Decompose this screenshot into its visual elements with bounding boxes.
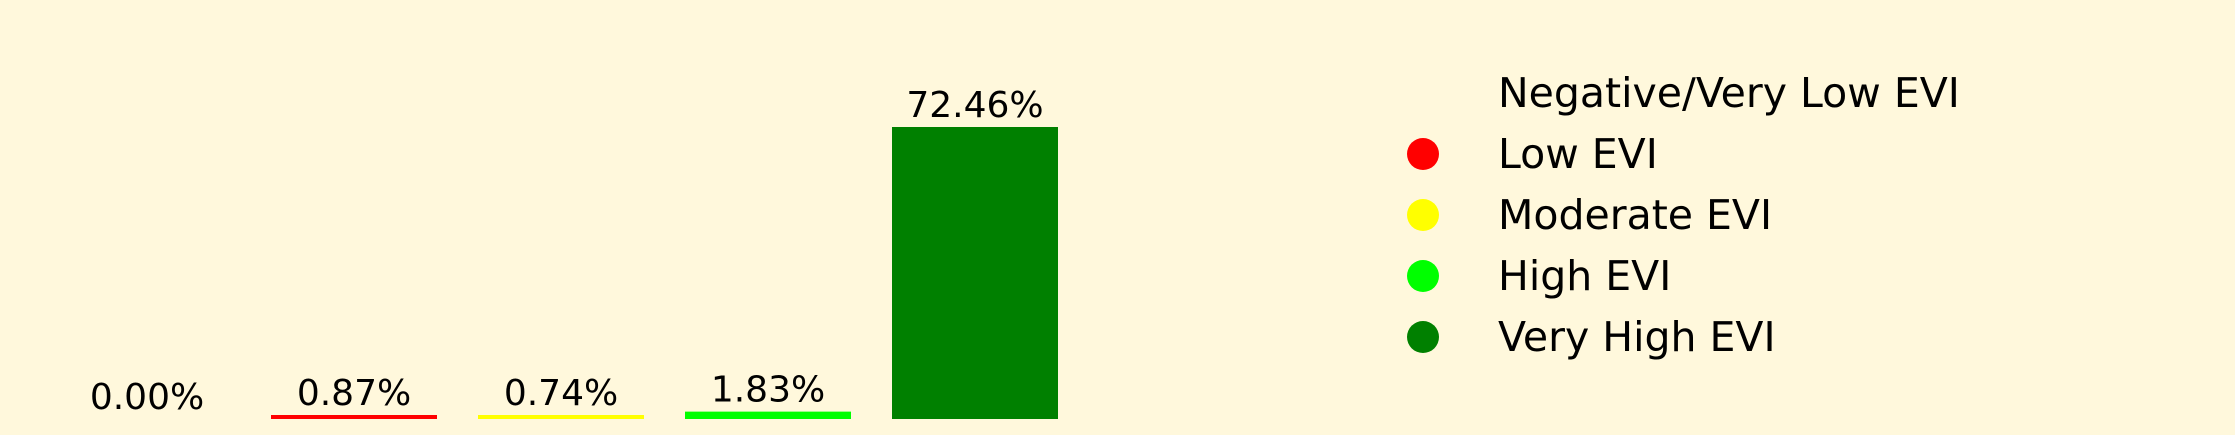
bar-value-label: 1.83% (711, 370, 825, 411)
legend-marker (1407, 77, 1439, 109)
bar-value-label: 0.00% (90, 377, 204, 418)
legend: Negative/Very Low EVI Low EVI Moderate EVI… (1407, 69, 1960, 361)
legend-label: Very High EVI (1498, 313, 1776, 361)
bar-high-evi (685, 411, 851, 419)
legend-marker (1407, 138, 1439, 170)
legend-label: Moderate EVI (1498, 191, 1772, 239)
bars-group (271, 127, 1058, 419)
bar-value-label: 72.46% (906, 85, 1043, 126)
bar-very-high-evi (892, 127, 1058, 419)
bar-value-label: 0.87% (297, 373, 411, 414)
bar-low-evi (271, 415, 437, 419)
legend-marker (1407, 199, 1439, 231)
bar-value-label: 0.74% (504, 373, 618, 414)
bar-moderate-evi (478, 415, 644, 419)
legend-label: High EVI (1498, 252, 1671, 300)
legend-marker (1407, 321, 1439, 353)
legend-label: Low EVI (1498, 130, 1658, 178)
legend-marker (1407, 260, 1439, 292)
bar-labels-group: 0.00% 0.87% 0.74% 1.83% 72.46% (90, 85, 1044, 418)
legend-label: Negative/Very Low EVI (1498, 69, 1960, 117)
